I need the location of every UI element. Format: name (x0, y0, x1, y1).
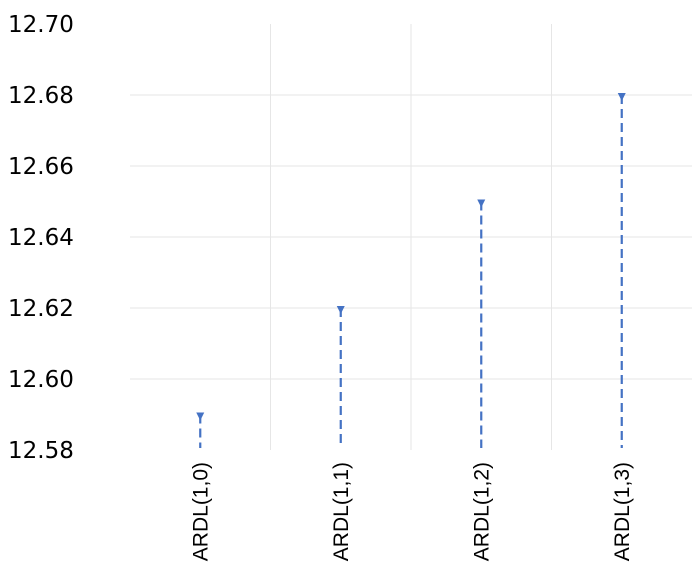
y-axis-ticks: 12.70 12.68 12.66 12.64 12.62 12.60 12.58 (8, 12, 74, 464)
y-tick-label: 12.62 (8, 296, 74, 322)
y-tick-label: 12.70 (8, 12, 74, 38)
x-tick-label: ARDL(1,2) (470, 462, 493, 561)
data-point-marker (477, 199, 486, 208)
data-point-marker (617, 93, 626, 101)
x-tick-label: ARDL(1,3) (611, 462, 634, 561)
y-tick-label: 12.66 (8, 154, 74, 180)
data-marks (196, 93, 626, 448)
grid (130, 24, 692, 450)
x-axis-ticks: ARDL(1,0) ARDL(1,1) ARDL(1,2) ARDL(1,3) (189, 462, 634, 561)
y-tick-label: 12.58 (8, 438, 74, 464)
x-tick-label: ARDL(1,0) (189, 462, 212, 561)
data-point-marker (336, 306, 345, 314)
y-tick-label: 12.68 (8, 83, 74, 109)
y-tick-label: 12.64 (8, 225, 74, 251)
data-point-marker (196, 412, 205, 421)
x-tick-label: ARDL(1,1) (330, 462, 353, 561)
y-tick-label: 12.60 (8, 367, 74, 393)
